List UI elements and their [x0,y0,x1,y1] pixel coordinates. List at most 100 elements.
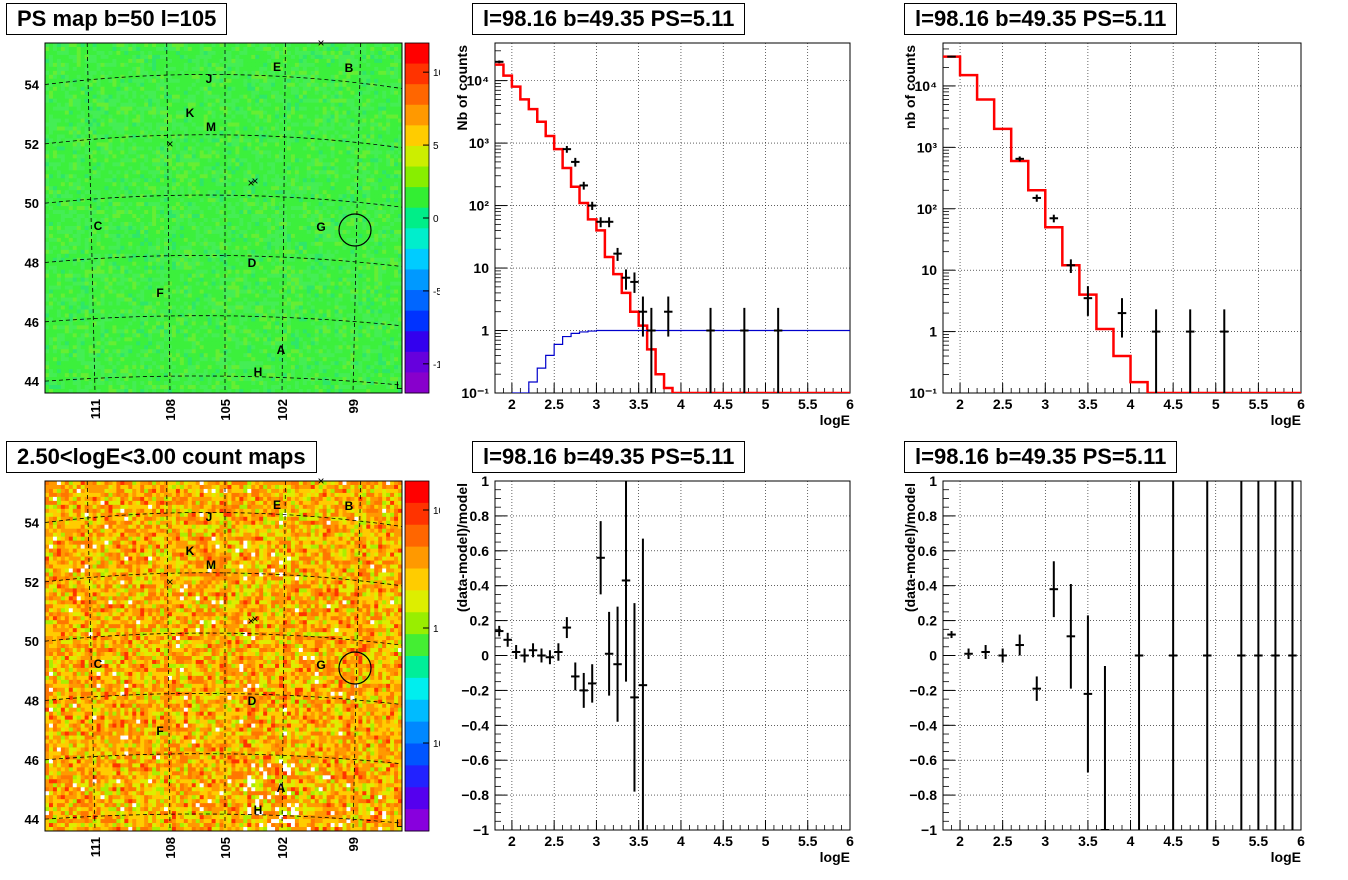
map-pixel [52,237,58,243]
map-pixel [223,162,228,167]
map-pixel [279,138,284,143]
map-pixel [275,198,280,203]
map-pixel [259,229,264,235]
map-pixel [84,190,90,195]
map-pixel [207,218,213,223]
map-pixel [338,82,343,88]
map-pixel [342,233,347,239]
map-pixel [362,122,367,128]
map-pixel [179,158,185,163]
map-pixel [227,138,232,143]
map-pixel [342,142,347,147]
map-pixel [92,70,98,76]
map-pixel [354,170,359,175]
map-pixel [263,158,268,163]
map-pixel [179,43,185,48]
map-pixel [231,202,236,207]
map-pixel [283,190,288,195]
map-pixel [330,182,336,187]
map-pixel [211,78,217,84]
map-pixel [76,106,82,112]
map-pixel [231,130,236,135]
map-pixel [92,74,98,80]
map-pixel [386,150,391,155]
map-pixel [156,182,161,187]
map-pixel [144,66,149,72]
map-pixel [156,225,161,231]
map-pixel [342,74,347,80]
map-pixel [60,110,66,116]
map-pixel [144,162,149,167]
map-pixel [80,142,86,147]
map-pixel [362,198,367,203]
map-pixel [255,118,260,124]
map-pixel [132,94,137,100]
map-pixel [88,102,94,108]
map-pixel [48,186,54,191]
map-pixel [374,86,379,92]
map-pixel [302,249,308,255]
map-pixel [112,98,117,104]
map-pixel [283,233,288,239]
map-pixel [160,66,165,72]
map-pixel [271,158,276,163]
map-pixel [286,150,292,155]
map-pixel [84,261,90,267]
map-pixel [251,210,256,215]
map-pixel [322,46,328,52]
map-pixel [112,46,117,52]
map-pixel [76,54,82,60]
map-pixel [235,237,240,243]
map-pixel [286,70,292,76]
map-pixel [386,142,391,147]
map-pixel [235,229,240,235]
map-pixel [318,154,324,159]
map-pixel [306,122,312,128]
map-pixel [104,46,109,52]
map-pixel [219,106,224,112]
map-pixel [283,94,288,100]
map-pixel [235,154,240,159]
map-pixel [306,194,312,199]
map-pixel [286,162,292,167]
map-pixel [374,190,379,195]
map-pixel [318,249,324,255]
map-pixel [334,166,340,171]
map-pixel [45,170,50,175]
map-pixel [283,218,288,223]
map-pixel [350,142,355,147]
map-pixel [263,86,268,92]
map-pixel [223,46,228,52]
map-pixel [294,210,300,215]
map-pixel [239,86,244,92]
map-pixel [362,210,367,215]
map-pixel [84,154,90,159]
map-pixel [203,118,209,124]
map-pixel [286,126,292,131]
map-pixel [223,110,228,116]
map-pixel [362,253,367,259]
map-pixel [366,245,371,251]
map-pixel [152,114,157,120]
map-pixel [334,106,340,112]
map-pixel [382,114,387,120]
map-pixel [275,249,280,255]
map-pixel [334,221,340,227]
map-pixel [318,102,324,108]
map-pixel [374,233,379,239]
map-pixel [247,106,252,112]
map-pixel [342,90,347,96]
map-pixel [108,261,113,267]
map-pixel [318,150,324,155]
map-pixel [84,245,90,251]
map-pixel [279,74,284,80]
map-pixel [52,58,58,64]
map-pixel [167,122,173,128]
map-pixel [60,46,66,52]
map-pixel [243,257,248,263]
map-pixel [306,146,312,151]
map-pixel [76,221,82,227]
map-pixel [112,233,117,239]
map-pixel [92,218,98,223]
map-pixel [227,78,232,84]
